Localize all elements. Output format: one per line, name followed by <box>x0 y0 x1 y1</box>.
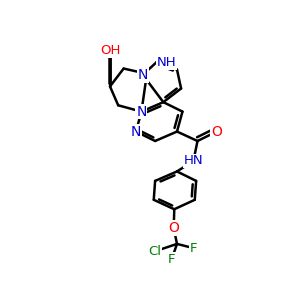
Text: O: O <box>168 221 179 235</box>
Text: N: N <box>131 124 141 139</box>
Text: F: F <box>190 242 197 255</box>
Text: N: N <box>138 68 148 82</box>
Text: N: N <box>136 105 147 118</box>
Text: NH: NH <box>157 56 176 69</box>
Text: O: O <box>211 124 222 139</box>
Text: F: F <box>168 253 175 266</box>
Text: Cl: Cl <box>148 245 162 258</box>
Text: OH: OH <box>100 44 120 57</box>
Text: HN: HN <box>184 154 203 167</box>
